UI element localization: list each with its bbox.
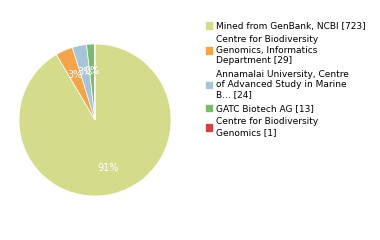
Text: 91%: 91% [97,163,119,173]
Wedge shape [94,44,95,120]
Legend: Mined from GenBank, NCBI [723], Centre for Biodiversity
Genomics, Informatics
De: Mined from GenBank, NCBI [723], Centre f… [204,20,367,139]
Text: 3%: 3% [77,67,92,77]
Wedge shape [19,44,171,196]
Wedge shape [56,48,95,120]
Text: 0%: 0% [84,66,100,76]
Wedge shape [72,44,95,120]
Wedge shape [87,44,95,120]
Text: 3%: 3% [67,70,82,80]
